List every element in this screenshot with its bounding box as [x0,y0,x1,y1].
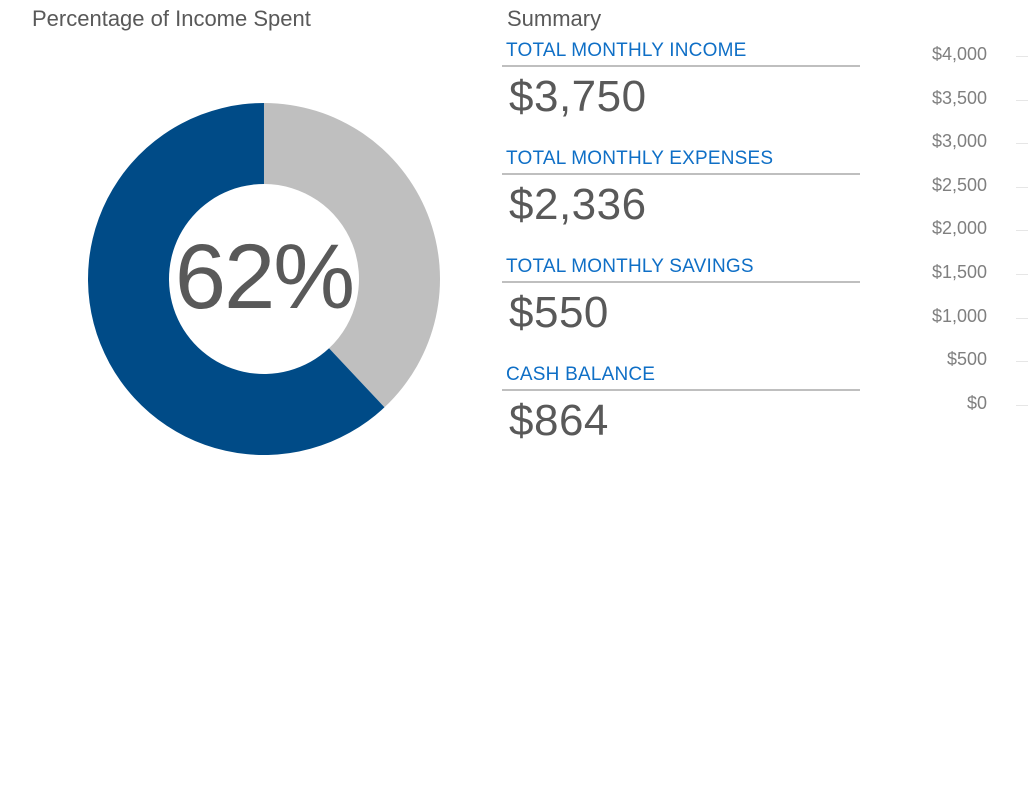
metric-total-monthly-expenses: TOTAL MONTHLY EXPENSES $2,336 [502,146,860,254]
y-axis-gridline [1016,186,1028,188]
metric-cash-balance: CASH BALANCE $864 [502,362,860,470]
y-axis-tick-label: $0 [966,392,987,413]
donut-chart-title: Percentage of Income Spent [32,6,311,31]
y-axis-tick-label: $1,000 [931,305,987,326]
metric-label: TOTAL MONTHLY SAVINGS [506,256,754,277]
y-axis-gridline [1016,361,1028,363]
summary-panel: TOTAL MONTHLY INCOME $3,750 TOTAL MONTHL… [502,38,860,470]
metric-divider [502,389,860,391]
y-axis-tick-label: $500 [946,349,987,370]
y-axis-tick-label: $2,000 [931,218,987,239]
y-axis-gridline [1016,274,1028,275]
y-axis-gridline [1016,230,1028,232]
donut-slice-remaining [264,103,440,408]
metric-label: CASH BALANCE [506,364,656,385]
y-axis-tick-label: $2,500 [931,174,987,195]
donut-center-percentage: 62% [174,225,355,328]
donut-svg [88,103,440,455]
y-axis-tick-label: $3,500 [931,87,987,108]
y-axis-tick-label: $1,500 [931,262,987,282]
metric-value: $3,750 [509,72,647,121]
summary-title: Summary [507,6,602,31]
y-axis-gridline [1016,317,1028,319]
y-axis-gridline [1016,404,1028,406]
metric-label: TOTAL MONTHLY EXPENSES [506,148,774,169]
income-spent-donut-chart: 62% [88,103,440,455]
y-axis-gridline [1016,143,1028,145]
metric-divider [502,173,860,175]
metric-value: $864 [509,396,609,445]
metric-value: $550 [509,288,609,337]
y-axis-gridline [1016,56,1028,57]
bar-chart-y-axis: $4,000 $3,500 $3,000 $2,500 $2,000 $1,500 $1,0… [900,44,1028,424]
metric-label: TOTAL MONTHLY INCOME [506,40,747,61]
y-axis-tick-label: $4,000 [931,44,987,64]
metric-divider [502,281,860,283]
y-axis-gridline [1016,99,1028,101]
metric-total-monthly-income: TOTAL MONTHLY INCOME $3,750 [502,38,860,146]
y-axis-tick-label: $3,000 [931,131,987,152]
metric-value: $2,336 [509,180,647,229]
metric-total-monthly-savings: TOTAL MONTHLY SAVINGS $550 [502,254,860,362]
metric-divider [502,65,860,67]
donut-slice-spent [88,103,385,455]
